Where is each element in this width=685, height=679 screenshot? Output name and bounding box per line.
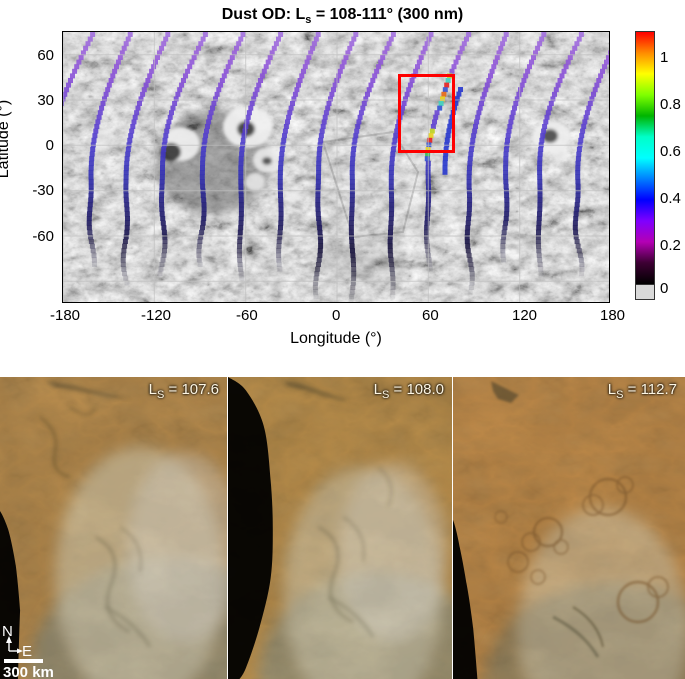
svg-text:E: E: [22, 643, 32, 660]
svg-text:N: N: [2, 624, 13, 640]
